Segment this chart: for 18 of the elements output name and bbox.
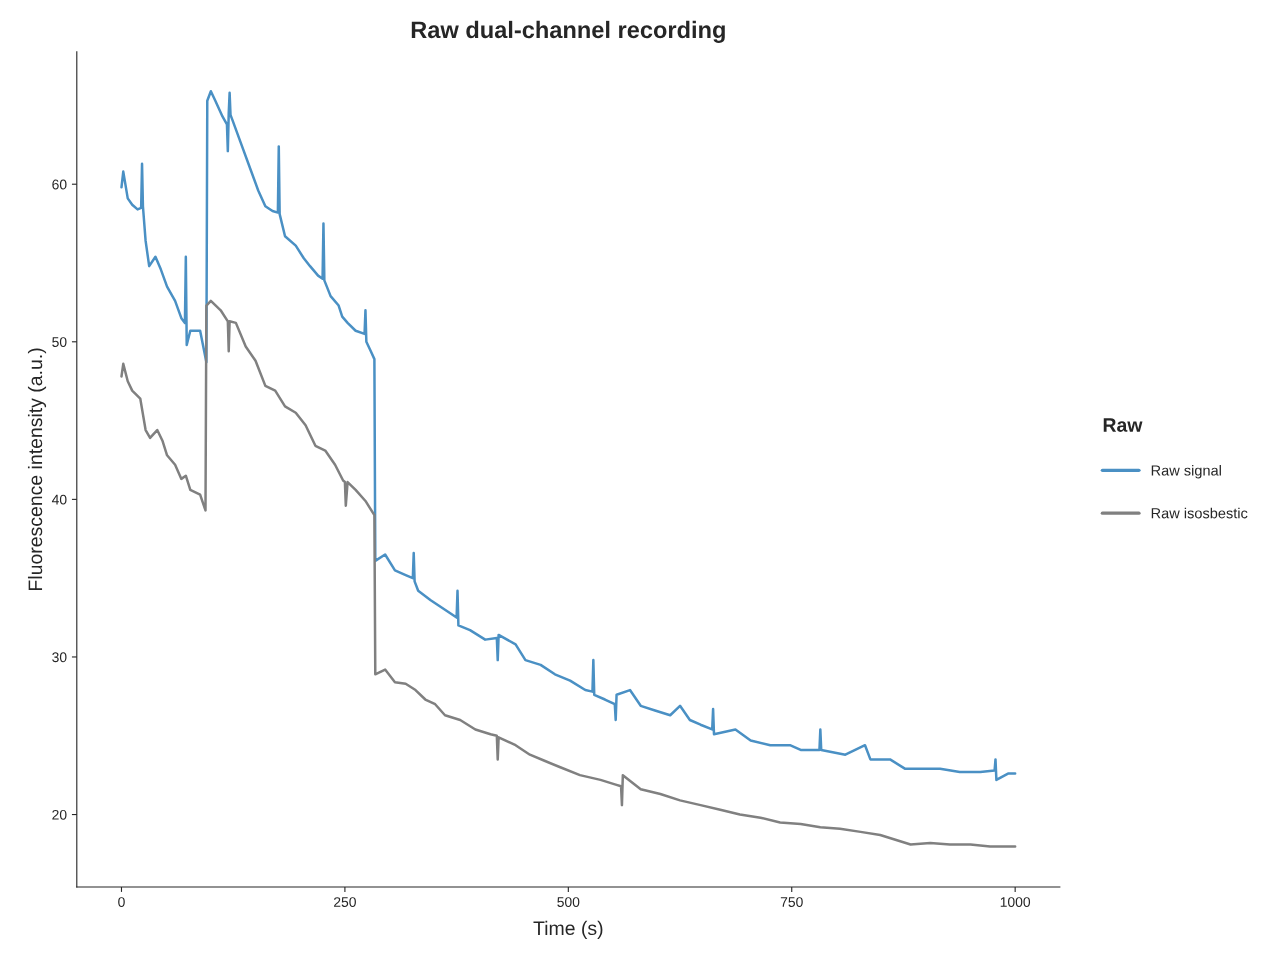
- line-series: [120, 299, 1017, 848]
- legend-title: Raw: [1103, 418, 1143, 432]
- legend-label: Raw signal: [1151, 464, 1221, 479]
- y-tick-label: 20: [52, 809, 67, 820]
- y-tick-label: 50: [52, 337, 67, 347]
- y-axis-title: Fluorescence intensity (a.u.): [27, 348, 47, 590]
- chart-title: Raw dual-channel recording: [411, 20, 725, 43]
- y-tick-label: 30: [52, 652, 67, 663]
- x-tick-label: 1000: [1000, 897, 1031, 907]
- x-tick-label: 0: [118, 897, 125, 907]
- legend-label: Raw isosbestic: [1151, 507, 1248, 519]
- y-tick-label: 60: [52, 179, 67, 190]
- x-tick-label: 750: [780, 897, 803, 907]
- line-series: [120, 89, 1017, 782]
- x-tick-label: 250: [334, 897, 356, 907]
- y-tick-label: 40: [51, 494, 67, 505]
- x-axis-title: Time (s): [533, 920, 603, 939]
- x-tick-label: 500: [557, 897, 580, 907]
